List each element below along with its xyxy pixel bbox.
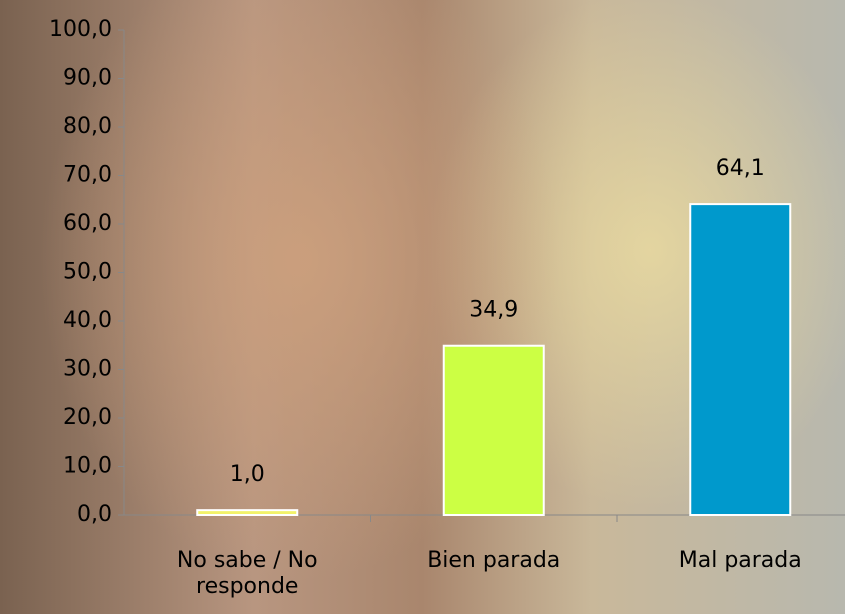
y-tick-label: 80,0 [63,114,112,139]
y-tick-label: 70,0 [63,163,112,188]
bar [197,510,297,515]
x-tick-label: Mal parada [630,548,845,574]
value-label: 64,1 [716,156,765,181]
y-tick-label: 60,0 [63,211,112,236]
y-tick-label: 50,0 [63,260,112,285]
bar [444,346,544,515]
y-tick-label: 20,0 [63,405,112,430]
y-tick-label: 90,0 [63,66,112,91]
value-label: 34,9 [469,298,518,323]
y-tick-label: 100,0 [49,17,112,42]
y-tick-label: 10,0 [63,454,112,479]
x-tick-label: Bien parada [384,548,604,574]
y-tick-label: 40,0 [63,308,112,333]
y-tick-label: 0,0 [77,502,112,527]
chart: 0,0 10,0 20,0 30,0 40,0 50,0 60,0 70,0 80,0 90,0 1… [0,0,845,614]
y-tick-label: 30,0 [63,357,112,382]
x-tick-label: No sabe / No responde [137,548,357,600]
bar [690,204,790,515]
value-label: 1,0 [230,462,265,487]
slide: 0,0 10,0 20,0 30,0 40,0 50,0 60,0 70,0 80,0 90,0 1… [0,0,845,614]
